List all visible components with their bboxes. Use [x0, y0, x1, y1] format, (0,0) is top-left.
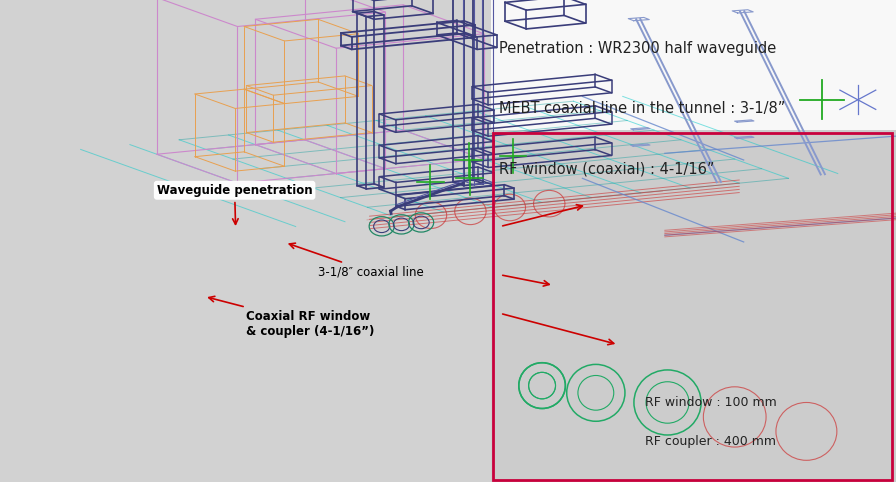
Bar	[491, 130, 896, 482]
Text: RF window (coaxial) : 4-1/16”: RF window (coaxial) : 4-1/16”	[499, 161, 715, 176]
Text: MEBT coaxial line in the tunnel : 3-1/8”: MEBT coaxial line in the tunnel : 3-1/8”	[499, 101, 786, 116]
Text: Coaxial RF window
& coupler (4-1/16”): Coaxial RF window & coupler (4-1/16”)	[209, 296, 375, 338]
Text: Penetration : WR2300 half waveguide: Penetration : WR2300 half waveguide	[499, 41, 776, 56]
Bar	[491, 0, 896, 130]
Bar	[0, 0, 491, 482]
Text: RF window : 100 mm: RF window : 100 mm	[645, 396, 777, 409]
Bar	[493, 133, 892, 480]
Text: RF coupler : 400 mm: RF coupler : 400 mm	[645, 435, 776, 447]
Text: Waveguide penetration: Waveguide penetration	[157, 184, 313, 224]
Text: 3-1/8″ coaxial line: 3-1/8″ coaxial line	[289, 243, 424, 279]
